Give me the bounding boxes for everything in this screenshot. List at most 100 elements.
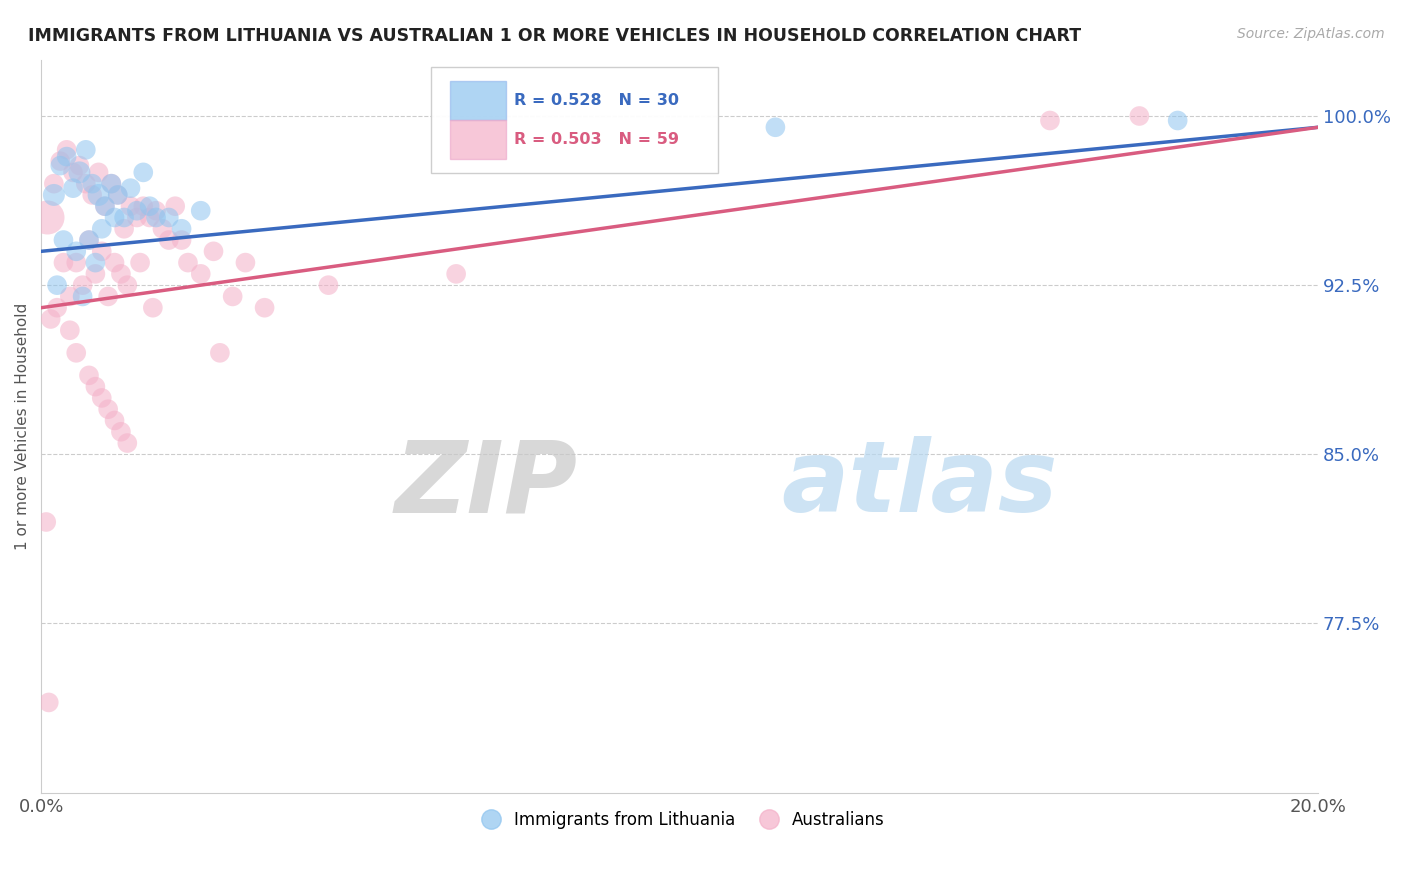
Point [142,301,165,315]
Point [253,301,276,315]
Point [46,278,69,293]
Point [100,177,122,191]
Point [77,233,100,247]
Point [129,255,152,269]
Point [67,165,90,179]
Point [75,177,97,191]
Point [62,165,84,179]
Point [52,255,75,269]
Point [39,312,62,326]
Point [157,211,180,225]
Point [84,267,107,281]
Text: Source: ZipAtlas.com: Source: ZipAtlas.com [1237,27,1385,41]
Point [97,402,120,417]
Point [67,159,90,173]
Point [110,267,132,281]
Point [132,199,155,213]
Point [65,255,87,269]
Point [103,211,125,225]
Point [110,425,132,439]
Point [152,221,174,235]
Point [145,203,167,218]
Point [138,199,160,213]
Point [59,323,82,337]
Point [1167,113,1189,128]
Point [49,159,72,173]
Point [120,199,142,213]
Point [65,244,87,259]
Point [145,211,167,225]
Point [72,289,94,303]
Point [100,177,122,191]
FancyBboxPatch shape [450,120,506,160]
Point [103,255,125,269]
Point [112,221,135,235]
Point [120,181,142,195]
Point [190,203,212,218]
Point [87,165,110,179]
Point [107,188,129,202]
Point [318,278,340,293]
Point [107,188,129,202]
Legend: Immigrants from Lithuania, Australians: Immigrants from Lithuania, Australians [468,805,891,836]
Point [202,244,225,259]
Point [84,255,107,269]
Text: IMMIGRANTS FROM LITHUANIA VS AUSTRALIAN 1 OR MORE VEHICLES IN HOUSEHOLD CORRELAT: IMMIGRANTS FROM LITHUANIA VS AUSTRALIAN … [28,27,1081,45]
Point [170,221,193,235]
Point [1128,109,1150,123]
Point [46,301,69,315]
Point [94,199,117,213]
Point [208,346,231,360]
Point [117,436,139,450]
FancyBboxPatch shape [450,81,506,120]
Point [52,233,75,247]
FancyBboxPatch shape [430,67,718,173]
Point [87,188,110,202]
Point [62,181,84,195]
Point [157,233,180,247]
Point [42,188,65,202]
Point [90,221,112,235]
Point [59,289,82,303]
Point [75,143,97,157]
Point [65,346,87,360]
Point [90,391,112,405]
Point [165,199,187,213]
Point [1039,113,1062,128]
Point [42,177,65,191]
Point [138,211,160,225]
Point [125,203,148,218]
Point [112,211,135,225]
Y-axis label: 1 or more Vehicles in Household: 1 or more Vehicles in Household [15,302,30,549]
Point [170,233,193,247]
Point [35,515,58,529]
Point [37,211,59,225]
Point [84,379,107,393]
Point [117,278,139,293]
Point [90,244,112,259]
Point [763,120,786,135]
Text: ZIP: ZIP [395,436,578,533]
Text: R = 0.528   N = 30: R = 0.528 N = 30 [513,93,679,108]
Point [103,413,125,427]
Point [49,154,72,169]
Point [94,199,117,213]
Point [38,695,60,709]
Text: R = 0.503   N = 59: R = 0.503 N = 59 [513,132,679,147]
Point [444,267,467,281]
Point [132,165,155,179]
Point [55,150,77,164]
Point [235,255,257,269]
Point [177,255,200,269]
Point [82,188,104,202]
Text: atlas: atlas [782,436,1059,533]
Point [97,289,120,303]
Point [77,368,100,383]
Point [221,289,243,303]
Point [77,233,100,247]
Point [82,177,104,191]
Point [72,278,94,293]
Point [125,211,148,225]
Point [55,143,77,157]
Point [190,267,212,281]
